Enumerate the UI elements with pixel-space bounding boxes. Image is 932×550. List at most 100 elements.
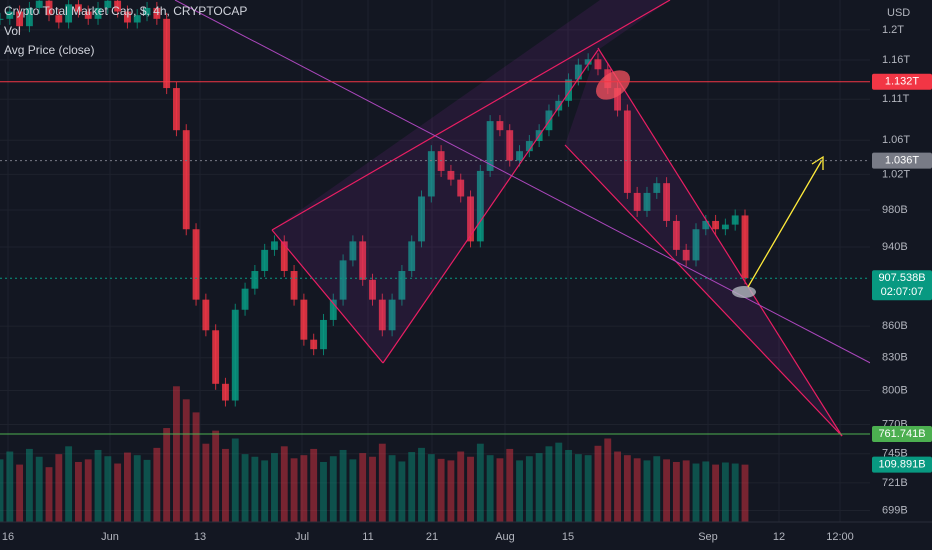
volume-bar — [535, 453, 543, 522]
candle — [731, 215, 739, 225]
volume-bar — [182, 399, 190, 522]
x-tick-label: Jul — [295, 531, 309, 543]
volume-bar — [545, 446, 553, 522]
volume-bar — [437, 458, 445, 522]
x-tick-label: 15 — [562, 531, 574, 543]
volume-tag-label: 109.891B — [878, 459, 925, 471]
candle — [310, 339, 318, 350]
volume-bar — [388, 455, 396, 522]
candle — [663, 183, 671, 221]
volume-bar — [163, 428, 171, 522]
volume-bar — [467, 456, 474, 522]
candle — [614, 88, 621, 111]
candle — [369, 279, 376, 300]
volume-bar — [45, 467, 53, 522]
volume-bar — [143, 459, 151, 522]
price-tag-label: 907.538B — [878, 272, 925, 284]
candle — [584, 59, 592, 65]
volume-bar — [653, 456, 661, 522]
volume-bar — [290, 458, 298, 522]
candle — [359, 241, 367, 280]
candle — [721, 224, 729, 230]
candle — [643, 192, 651, 211]
volume-bar — [339, 449, 347, 522]
candle — [672, 220, 680, 250]
legend-title: Crypto Total Market Cap, $, 4h, CRYPTOCA… — [4, 4, 247, 18]
candle — [192, 229, 200, 300]
candle — [231, 309, 239, 401]
candle — [555, 100, 563, 111]
candle — [653, 183, 661, 193]
candle — [633, 192, 641, 211]
volume-bar — [594, 445, 602, 522]
volume-bar — [555, 442, 563, 522]
candle — [486, 121, 494, 171]
candle — [300, 299, 308, 340]
volume-bar — [721, 462, 729, 522]
candle — [447, 170, 455, 180]
volume-bar — [731, 463, 739, 522]
candle — [173, 88, 180, 131]
candle — [398, 271, 406, 300]
volume-bar — [741, 464, 749, 522]
price-tag-label: 761.741B — [878, 428, 925, 440]
volume-bar — [359, 453, 367, 522]
volume-bar — [261, 460, 269, 522]
volume-bar — [378, 443, 386, 522]
volume-bar — [84, 459, 92, 522]
x-tick-label: 21 — [426, 531, 438, 543]
volume-bar — [271, 453, 278, 522]
candle — [16, 11, 24, 27]
y-tick-label: 1.2T — [882, 24, 904, 36]
candle — [349, 241, 357, 261]
candle — [457, 179, 465, 197]
candle — [251, 271, 259, 289]
volume-bar — [614, 451, 621, 522]
wedge-upper — [271, 0, 671, 231]
candle — [74, 4, 82, 12]
channel-lower — [564, 144, 843, 437]
highlight-grey — [732, 286, 756, 298]
volume-bar — [231, 438, 239, 522]
trend-line — [174, 0, 881, 369]
candle — [525, 141, 533, 152]
y-tick-label: 830B — [882, 352, 908, 364]
volume-bar — [369, 456, 376, 522]
x-tick-label: 12 — [773, 531, 785, 543]
volume-bar — [310, 448, 318, 522]
y-tick-label: 1.16T — [882, 54, 910, 66]
candle — [55, 15, 63, 23]
y-tick-label: 940B — [882, 241, 908, 253]
volume-bar — [604, 438, 612, 522]
x-tick-label: 12:00 — [826, 531, 854, 543]
volume-bar — [565, 449, 572, 522]
candle — [261, 249, 269, 272]
y-tick-label: 860B — [882, 320, 908, 332]
volume-bar — [25, 448, 33, 522]
volume-bar — [202, 443, 210, 522]
volume-bar — [241, 454, 249, 522]
grid — [0, 0, 870, 522]
channel-fill — [565, 48, 842, 436]
wedge-left — [271, 229, 384, 364]
volume-bar — [672, 461, 680, 522]
candle — [45, 0, 53, 16]
volume-bar — [35, 456, 43, 522]
volume-bar — [6, 451, 14, 522]
volume-bar — [329, 456, 337, 522]
arrow-shaft — [747, 159, 823, 288]
drawings — [174, 0, 881, 437]
wedge-fill — [272, 0, 670, 363]
volume-bar — [712, 464, 720, 522]
candle — [574, 64, 582, 80]
candle — [408, 241, 416, 272]
candle — [153, 7, 161, 19]
candle — [702, 220, 710, 230]
volume-bar — [192, 412, 200, 522]
candle — [222, 383, 229, 401]
candle — [290, 271, 298, 300]
candle — [329, 299, 337, 320]
price-tag-label: 1.132T — [885, 76, 920, 88]
volume-bar — [682, 460, 690, 522]
